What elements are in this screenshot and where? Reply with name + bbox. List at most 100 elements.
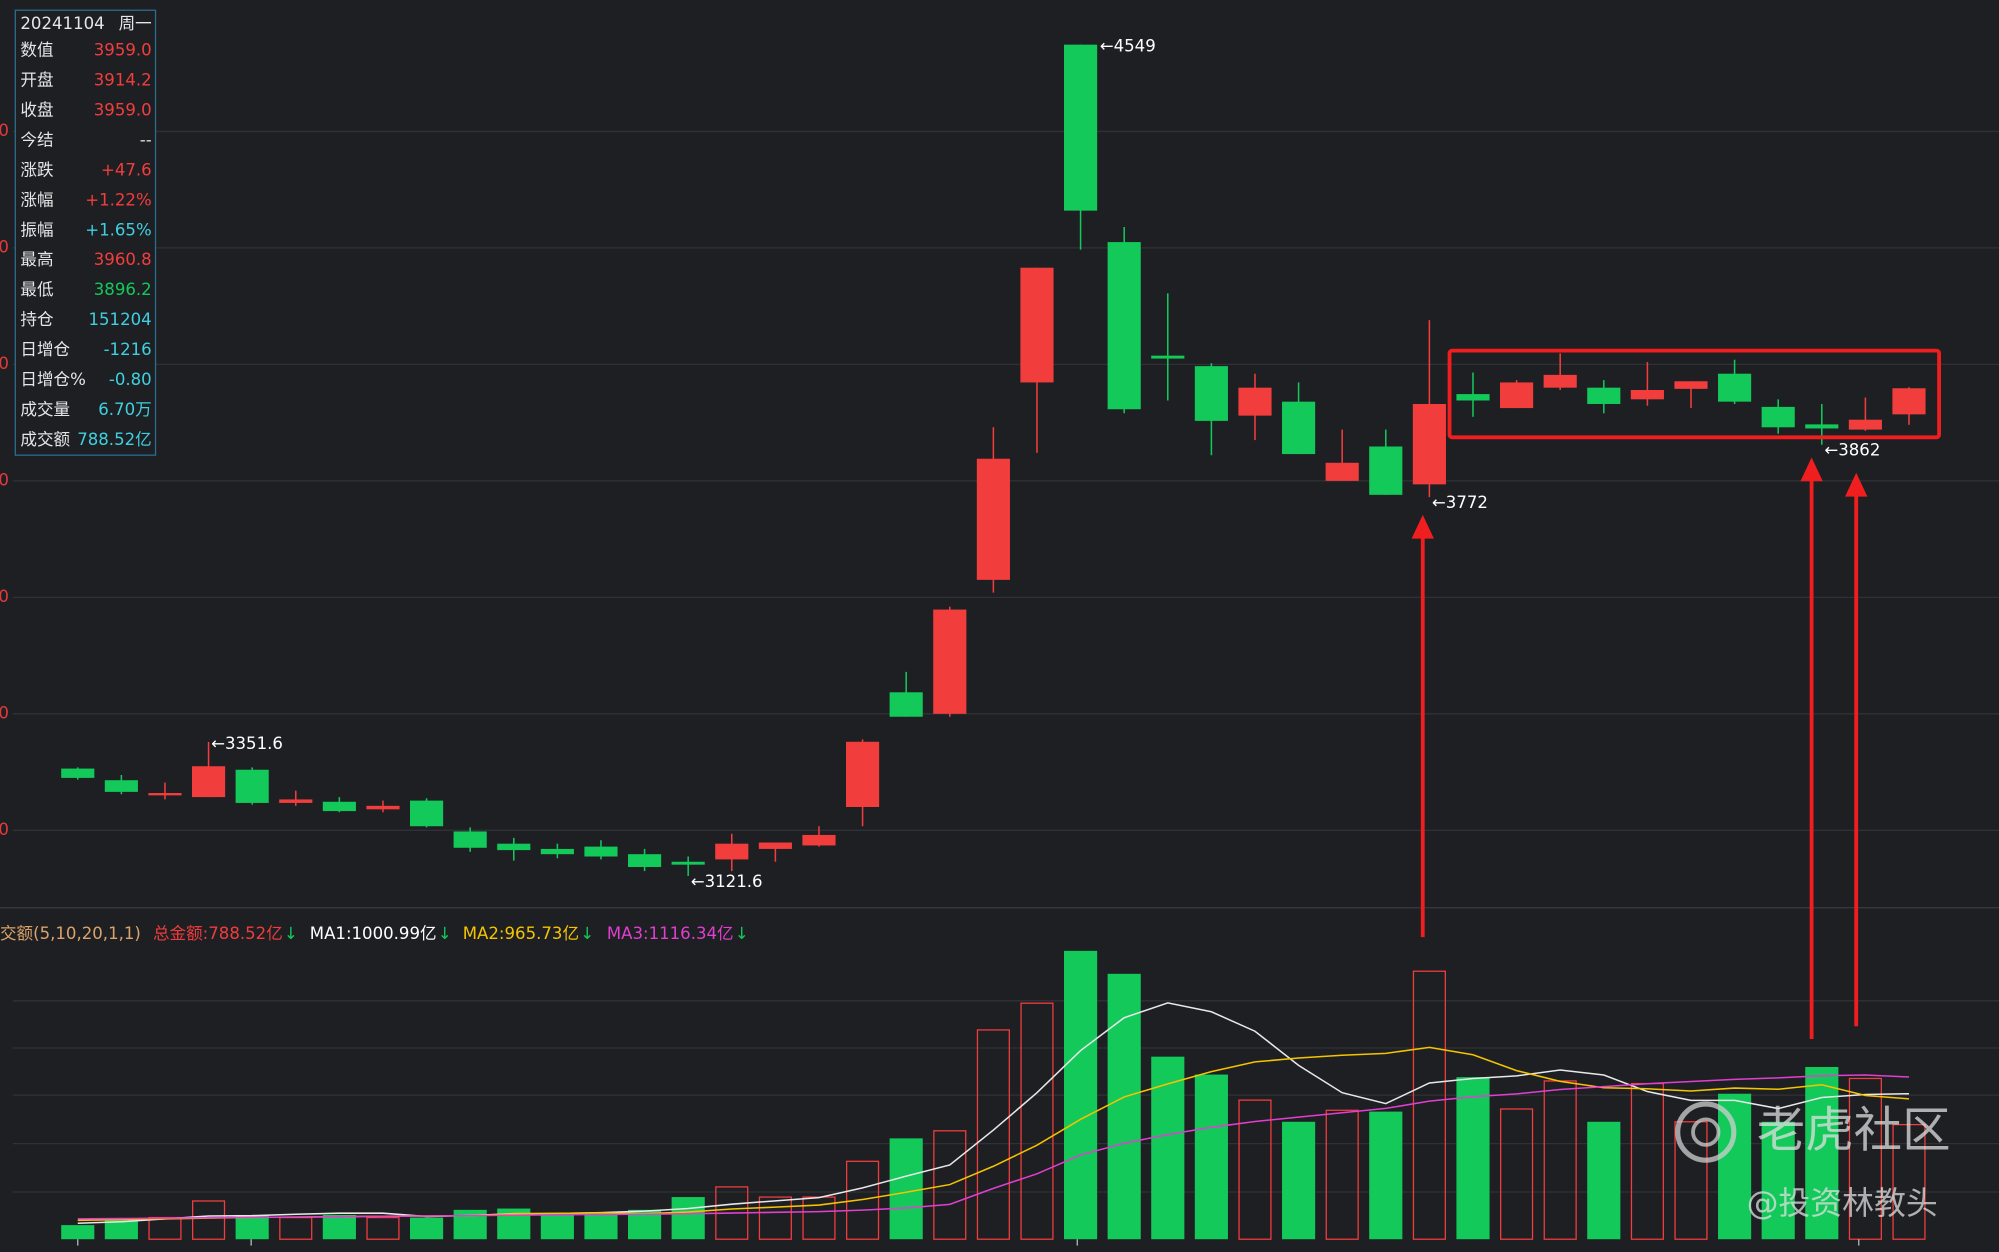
candle-body (1543, 374, 1577, 388)
volume-bar (61, 1225, 95, 1240)
volume-bar (889, 1138, 923, 1240)
volume-bar (1325, 1109, 1359, 1240)
candle-body (628, 854, 662, 867)
info-date: 20241104 (20, 14, 104, 33)
candle-body (802, 834, 836, 846)
info-value: +47.6 (101, 160, 152, 179)
candle-body (933, 609, 967, 714)
watermark-author: @投资林教头 (1747, 1184, 1938, 1222)
candle-body (235, 769, 269, 803)
legend-arrow: ↓ (284, 924, 298, 943)
candle-body (846, 741, 880, 808)
legend-entry: 总金额:788.52亿 (153, 924, 283, 943)
candle-body (1282, 401, 1316, 455)
info-value: 6.70万 (98, 400, 151, 419)
info-value: 3914.2 (94, 70, 152, 89)
volume-bar (846, 1160, 880, 1240)
candle-body (758, 842, 792, 849)
price-annotation: ←3351.6 (211, 734, 283, 753)
candle-body (1456, 394, 1490, 401)
legend-arrow: ↓ (580, 924, 594, 943)
watermark-brand: 老虎社区 (1757, 1102, 1951, 1158)
candle-body (1805, 424, 1839, 429)
info-label: 持仓 (20, 310, 54, 329)
volume-bar (1674, 1121, 1708, 1240)
volume-bar (1064, 950, 1098, 1240)
volume-bar (191, 1200, 226, 1240)
volume-bar (1892, 1123, 1926, 1240)
price-annotation: ←3772 (1432, 493, 1488, 512)
legend-entry: MA3:1116.34亿 (607, 924, 734, 943)
info-value: +1.65% (85, 220, 152, 239)
volume-bar (1848, 1077, 1882, 1240)
volume-bar (1194, 1074, 1228, 1240)
info-label: 开盘 (20, 70, 53, 89)
info-label: 振幅 (20, 220, 53, 239)
legend-arrow: ↓ (735, 924, 749, 943)
info-label: 最低 (20, 280, 53, 299)
info-value: 788.52亿 (77, 430, 152, 449)
volume-bar (1500, 1108, 1534, 1240)
info-value: -- (140, 130, 152, 149)
candle-body (104, 780, 138, 792)
candle-body (61, 768, 95, 778)
info-label: 日增仓 (20, 340, 70, 359)
volume-bar (584, 1213, 618, 1240)
highlight-box (1447, 348, 1941, 440)
info-weekday: 周一 (119, 14, 152, 33)
candle-body (1587, 387, 1621, 404)
volume-bar (540, 1213, 574, 1240)
info-label: 涨跌 (20, 160, 54, 179)
candle-body (148, 793, 182, 796)
legend-entry: MA1:1000.99亿 (310, 924, 437, 943)
watermark: 老虎社区 @投资林教头 (1675, 1101, 1951, 1222)
info-value: 151204 (88, 310, 151, 329)
candle-body (1151, 355, 1185, 359)
candle-body (1238, 387, 1272, 416)
candle-body (1064, 44, 1098, 211)
candle-body (322, 801, 356, 812)
info-label: 数值 (20, 41, 53, 60)
legend-entry: MA2:965.73亿 (463, 924, 579, 943)
watermark-logo (1675, 1101, 1737, 1163)
ma-line (77, 1002, 1910, 1224)
arrows (1411, 457, 1868, 1040)
y-tick-label: 3600 (0, 587, 9, 606)
candle-body (1630, 390, 1664, 400)
volume-bar (1282, 1121, 1316, 1240)
candle-body (1892, 388, 1926, 415)
info-value: 3959.0 (94, 41, 152, 60)
volume-bar (1238, 1099, 1272, 1240)
legend-entry: 交额(5,10,20,1,1) (0, 924, 141, 943)
info-label: 日增仓% (20, 370, 85, 389)
candle-body (1848, 419, 1882, 430)
legend-arrow: ↓ (438, 924, 452, 943)
info-value: -1216 (104, 340, 152, 359)
price-annotation: ←3121.6 (691, 872, 763, 891)
candle-body (366, 805, 400, 810)
candle-body (1369, 446, 1403, 495)
info-value: 3896.2 (94, 280, 152, 299)
candle-body (889, 692, 923, 717)
volume-bar (1718, 1093, 1752, 1240)
candle-body (671, 861, 705, 865)
volume-bar (1761, 1121, 1795, 1240)
candle-body (715, 843, 749, 860)
y-tick-label: 4200 (0, 237, 9, 256)
arrow-head (1411, 514, 1434, 539)
volume-bar (758, 1196, 792, 1240)
volume-bar (235, 1214, 269, 1240)
volume-bar (1456, 1077, 1490, 1240)
candle-body (497, 843, 531, 851)
info-box (14, 9, 157, 456)
info-value: 3959.0 (94, 100, 152, 119)
candle-body (409, 800, 444, 827)
watermark-logo (1691, 1117, 1721, 1147)
candle-body (1500, 382, 1534, 409)
candle-body (453, 831, 487, 848)
info-label: 成交额 (20, 430, 70, 449)
candle-body (1194, 366, 1228, 421)
volume-bar (1412, 970, 1446, 1240)
y-tick-label: 3400 (0, 703, 9, 722)
